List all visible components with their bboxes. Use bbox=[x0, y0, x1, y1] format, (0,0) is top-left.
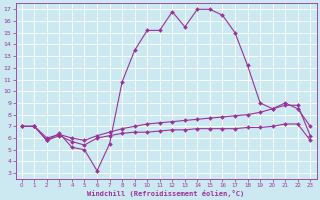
X-axis label: Windchill (Refroidissement éolien,°C): Windchill (Refroidissement éolien,°C) bbox=[87, 190, 245, 197]
